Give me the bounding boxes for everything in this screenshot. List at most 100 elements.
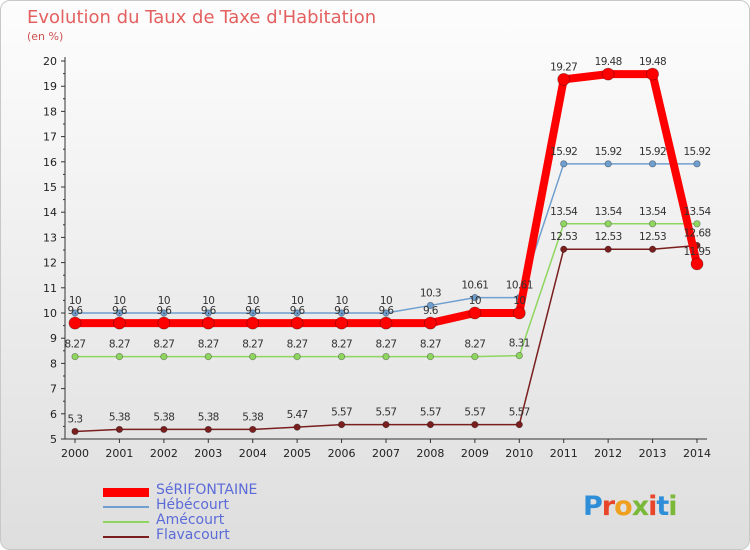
data-label: 10 xyxy=(202,295,214,307)
data-label: 10 xyxy=(335,295,347,307)
legend-label: Amécourt xyxy=(156,512,225,528)
x-tick-label: 2013 xyxy=(639,447,667,460)
data-point xyxy=(560,245,568,253)
data-point xyxy=(293,352,301,361)
data-label: 5.38 xyxy=(198,411,219,423)
data-label: 5.57 xyxy=(376,407,397,419)
y-tick-label: 19 xyxy=(43,80,57,93)
x-tick-label: 2004 xyxy=(239,447,267,460)
data-point xyxy=(113,316,126,330)
data-point xyxy=(426,301,435,310)
series-line-Amécourt xyxy=(74,223,698,358)
data-label: 9.6 xyxy=(334,305,350,317)
data-label: 11.95 xyxy=(683,246,710,258)
data-point xyxy=(160,352,168,361)
data-label: 10 xyxy=(113,295,125,307)
data-label: 5.38 xyxy=(109,411,130,423)
data-point xyxy=(557,72,571,86)
data-point xyxy=(249,425,257,434)
data-label: 10.61 xyxy=(506,280,533,292)
data-point xyxy=(690,257,704,271)
data-label: 9.6 xyxy=(379,305,395,317)
data-point xyxy=(71,309,79,317)
data-point xyxy=(604,245,612,253)
data-label: 8.27 xyxy=(242,339,263,351)
data-point xyxy=(426,352,435,361)
data-point xyxy=(337,309,346,317)
data-label: 10 xyxy=(247,295,259,307)
data-label: 9.6 xyxy=(68,305,84,317)
data-label: 8.27 xyxy=(65,339,86,351)
unit-label: (en %) xyxy=(27,30,64,43)
data-label: 5.3 xyxy=(68,413,83,425)
x-tick-label: 2014 xyxy=(683,447,711,460)
legend-label: Flavacourt xyxy=(156,527,230,543)
data-point xyxy=(204,352,212,361)
data-label: 8.27 xyxy=(420,339,441,351)
data-point xyxy=(382,309,390,317)
data-point xyxy=(160,425,168,434)
data-label: 5.57 xyxy=(331,407,352,419)
data-point xyxy=(601,67,615,81)
data-label: 19.27 xyxy=(550,61,577,73)
data-point xyxy=(515,351,523,360)
data-point xyxy=(160,309,168,317)
data-label: 5.38 xyxy=(242,411,263,423)
y-tick-label: 6 xyxy=(50,408,57,421)
data-point xyxy=(646,67,659,81)
data-label: 5.38 xyxy=(153,411,174,423)
data-label: 10 xyxy=(69,295,81,307)
data-point xyxy=(249,309,257,317)
data-label: 10.3 xyxy=(420,287,441,299)
data-point xyxy=(204,309,212,317)
data-point xyxy=(290,316,304,330)
data-point xyxy=(426,421,435,429)
data-label: 19.48 xyxy=(639,56,666,68)
y-tick-label: 7 xyxy=(50,383,57,396)
data-point xyxy=(337,352,346,361)
data-label: 8.27 xyxy=(109,339,130,351)
data-label: 9.6 xyxy=(423,305,439,317)
data-label: 5.57 xyxy=(509,407,530,419)
data-point xyxy=(648,220,657,228)
x-tick-label: 2008 xyxy=(416,447,444,460)
y-tick-label: 5 xyxy=(50,433,57,446)
data-label: 12.53 xyxy=(595,231,622,243)
data-label: 9.6 xyxy=(290,305,306,317)
data-point xyxy=(382,352,390,361)
data-point xyxy=(512,306,526,320)
data-point xyxy=(604,160,612,168)
data-point xyxy=(335,316,348,330)
data-label: 15.92 xyxy=(683,146,710,158)
x-tick-label: 2000 xyxy=(61,447,89,460)
data-point xyxy=(515,421,523,429)
legend-swatch xyxy=(103,506,149,508)
x-tick-label: 2003 xyxy=(194,447,222,460)
data-point xyxy=(249,352,257,361)
chart-title: Evolution du Taux de Taxe d'Habitation xyxy=(27,7,377,28)
legend-label: Hébécourt xyxy=(156,497,230,513)
data-label: 8.31 xyxy=(509,338,530,350)
x-tick-label: 2011 xyxy=(550,447,578,460)
data-point xyxy=(115,352,124,361)
data-label: 13.54 xyxy=(550,206,578,218)
data-point xyxy=(246,316,260,330)
data-point xyxy=(115,425,124,434)
data-label: 12.53 xyxy=(639,231,666,243)
data-point xyxy=(471,352,479,361)
data-point xyxy=(424,316,437,330)
x-tick-label: 2001 xyxy=(105,447,133,460)
y-tick-label: 9 xyxy=(50,332,57,345)
data-point xyxy=(201,316,215,330)
data-point xyxy=(693,220,701,228)
data-point xyxy=(648,160,657,168)
data-label: 13.54 xyxy=(595,206,623,218)
legend-swatch xyxy=(103,536,149,538)
data-point xyxy=(293,423,301,431)
y-tick-label: 14 xyxy=(43,206,57,219)
data-label: 5.57 xyxy=(420,407,441,419)
data-point xyxy=(471,294,479,302)
data-label: 10 xyxy=(513,295,525,307)
